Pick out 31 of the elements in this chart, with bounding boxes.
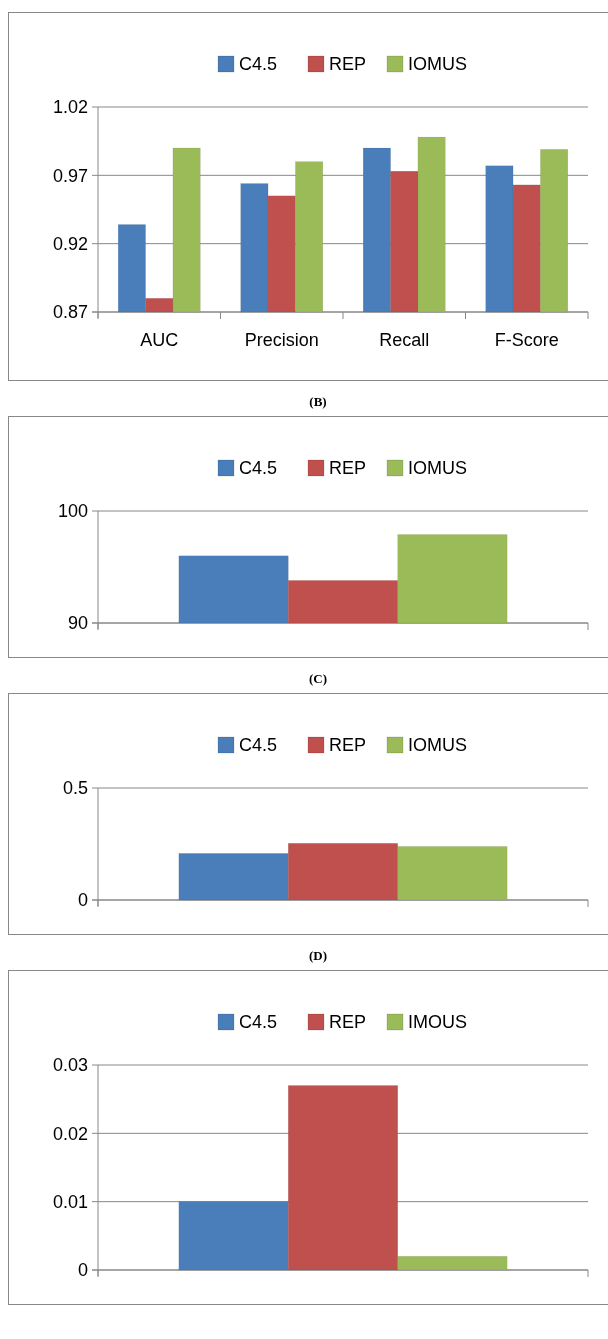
y-tick-label: 0.02 — [52, 1123, 88, 1144]
y-tick-label: 0.01 — [52, 1191, 88, 1212]
legend-label: REP — [329, 735, 367, 756]
y-tick-label: 0 — [77, 1260, 88, 1281]
chart-title: (B) — [309, 394, 327, 409]
legend-label: REP — [329, 54, 367, 75]
x-tick-label: F-Score — [494, 330, 559, 350]
legend-label: C4.5 — [239, 1012, 278, 1033]
y-tick-label: 0.5 — [62, 778, 88, 799]
legend-label: IMOUS — [408, 1012, 468, 1033]
y-tick-label: 1.02 — [52, 97, 88, 118]
y-tick-label: 0.03 — [52, 1055, 88, 1076]
legend-label: C4.5 — [239, 458, 278, 479]
legend-label: IOMUS — [408, 735, 468, 756]
legend-label: C4.5 — [239, 735, 278, 756]
y-tick-label: 0.87 — [52, 302, 88, 323]
x-tick-label: Recall — [379, 330, 430, 350]
legend-label: IOMUS — [408, 458, 468, 479]
legend-label: REP — [329, 458, 367, 479]
y-tick-label: 90 — [67, 613, 88, 634]
chart-title: (C) — [308, 671, 328, 686]
y-tick-label: 0 — [77, 890, 88, 911]
legend-label: C4.5 — [239, 54, 278, 75]
x-tick-label: AUC — [140, 330, 179, 350]
y-tick-label: 0.92 — [52, 233, 88, 254]
y-tick-label: 0.97 — [52, 165, 88, 186]
legend-label: IOMUS — [408, 54, 468, 75]
y-tick-label: 100 — [57, 501, 88, 522]
x-tick-label: Precision — [244, 330, 319, 350]
chart-title: (D) — [308, 948, 328, 963]
legend-label: REP — [329, 1012, 367, 1033]
